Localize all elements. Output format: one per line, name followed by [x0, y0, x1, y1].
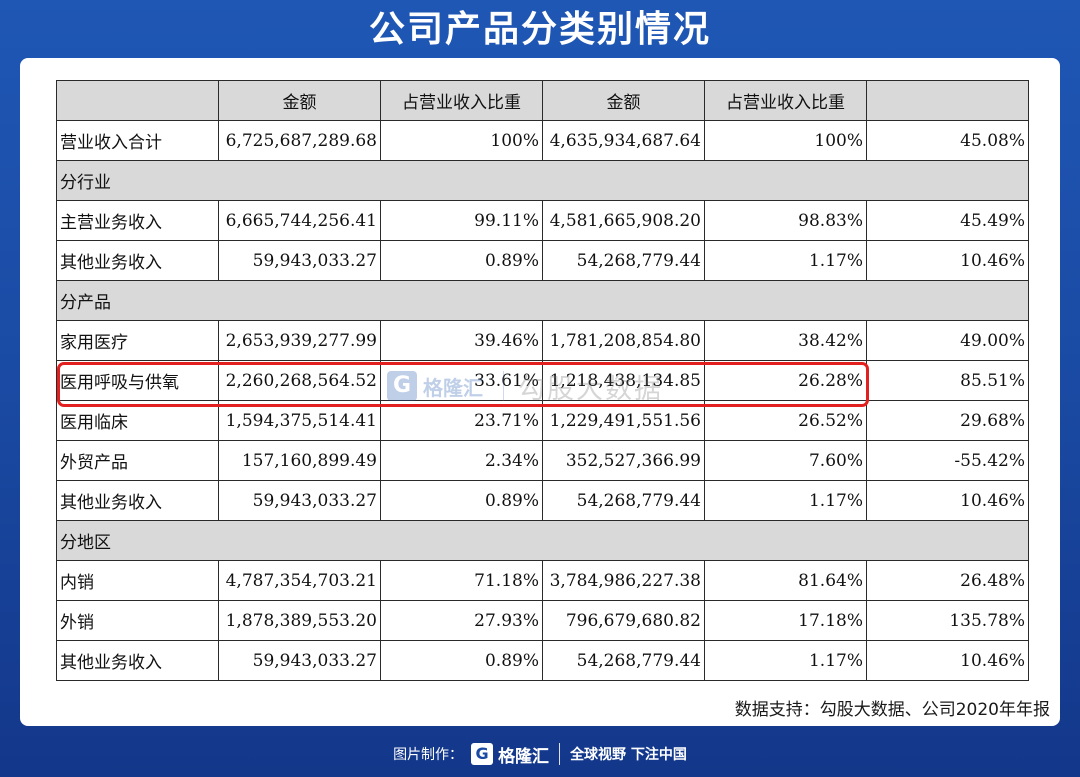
row-label-cell: 其他业务收入 — [56, 480, 219, 521]
value-cell: 100% — [380, 120, 543, 161]
value-cell: -55.42% — [866, 440, 1029, 481]
table-row: 其他业务收入 59,943,033.27 0.89% 54,268,779.44 1.1… — [56, 240, 1029, 281]
value-cell: 6,665,744,256.41 — [218, 200, 381, 241]
table-row: 营业收入合计 6,725,687,289.68 100% 4,635,934,687.… — [56, 120, 1029, 161]
value-cell: 26.28% — [704, 360, 867, 401]
row-label-cell: 其他业务收入 — [56, 240, 219, 281]
header-cell: 占营业收入比重 — [704, 80, 867, 121]
value-cell: 1,781,208,854.80 — [542, 320, 705, 361]
value-cell: 54,268,779.44 — [542, 240, 705, 281]
table-row: 内销 4,787,354,703.21 71.18% 3,784,986,227.38… — [56, 560, 1029, 601]
value-cell: 100% — [704, 120, 867, 161]
table-row-highlighted: 医用呼吸与供氧 2,260,268,564.52 33.61% 1,218,438,1… — [56, 360, 1029, 401]
value-cell: 352,527,366.99 — [542, 440, 705, 481]
value-cell: 59,943,033.27 — [218, 240, 381, 281]
page-title: 公司产品分类别情况 — [368, 9, 711, 50]
value-cell: 39.46% — [380, 320, 543, 361]
value-cell: 6,725,687,289.68 — [218, 120, 381, 161]
footer-prefix: 图片制作： — [393, 747, 464, 763]
header-cell: 金额 — [542, 80, 705, 121]
revenue-table: 金额 占营业收入比重 金额 占营业收入比重 营业收入合计 6,725,687,289.68… — [56, 80, 1029, 681]
footer-slogan: 全球视野 下注中国 — [570, 747, 687, 763]
value-cell: 10.46% — [866, 640, 1029, 681]
footer-logo-name: 格隆汇 — [498, 746, 550, 767]
value-cell: 1.17% — [704, 480, 867, 521]
value-cell: 1,218,438,134.85 — [542, 360, 705, 401]
value-cell: 33.61% — [380, 360, 543, 401]
footer: 图片制作： G 格隆汇 全球视野 下注中国 — [0, 736, 1080, 772]
value-cell: 38.42% — [704, 320, 867, 361]
value-cell: 0.89% — [380, 480, 543, 521]
value-cell: 98.83% — [704, 200, 867, 241]
value-cell: 7.60% — [704, 440, 867, 481]
value-cell: 2,653,939,277.99 — [218, 320, 381, 361]
section-row: 分产品 — [56, 280, 1029, 321]
value-cell: 27.93% — [380, 600, 543, 641]
table-row: 家用医疗 2,653,939,277.99 39.46% 1,781,208,854.… — [56, 320, 1029, 361]
value-cell: 2.34% — [380, 440, 543, 481]
value-cell: 1,878,389,553.20 — [218, 600, 381, 641]
value-cell: 81.64% — [704, 560, 867, 601]
section-label: 分行业 — [56, 160, 1029, 201]
header-cell: 占营业收入比重 — [380, 80, 543, 121]
header-cell: 金额 — [218, 80, 381, 121]
data-source-note: 数据支持：勾股大数据、公司2020年年报 — [734, 700, 1050, 720]
section-row: 分行业 — [56, 160, 1029, 201]
value-cell: 0.89% — [380, 640, 543, 681]
row-label-cell: 内销 — [56, 560, 219, 601]
value-cell: 10.46% — [866, 480, 1029, 521]
value-cell: 4,787,354,703.21 — [218, 560, 381, 601]
value-cell: 54,268,779.44 — [542, 480, 705, 521]
value-cell: 3,784,986,227.38 — [542, 560, 705, 601]
table-row: 主营业务收入 6,665,744,256.41 99.11% 4,581,665,90… — [56, 200, 1029, 241]
highlight-row-frame — [57, 362, 869, 407]
header-cell — [56, 80, 219, 121]
section-row: 分地区 — [56, 520, 1029, 561]
row-label-cell: 其他业务收入 — [56, 640, 219, 681]
value-cell: 59,943,033.27 — [218, 480, 381, 521]
row-label-cell: 主营业务收入 — [56, 200, 219, 241]
value-cell: 1.17% — [704, 640, 867, 681]
value-cell: 0.89% — [380, 240, 543, 281]
value-cell: 49.00% — [866, 320, 1029, 361]
value-cell: 2,260,268,564.52 — [218, 360, 381, 401]
table-row: 外贸产品 157,160,899.49 2.34% 352,527,366.99 7.6… — [56, 440, 1029, 481]
value-cell: 45.49% — [866, 200, 1029, 241]
value-cell: 10.46% — [866, 240, 1029, 281]
section-label: 分地区 — [56, 520, 1029, 561]
footer-divider — [559, 743, 561, 765]
table-row: 外销 1,878,389,553.20 27.93% 796,679,680.82 17… — [56, 600, 1029, 641]
value-cell: 45.08% — [866, 120, 1029, 161]
table-row: 其他业务收入 59,943,033.27 0.89% 54,268,779.44 1.1… — [56, 480, 1029, 521]
row-label-cell: 营业收入合计 — [56, 120, 219, 161]
section-label: 分产品 — [56, 280, 1029, 321]
content-card: 金额 占营业收入比重 金额 占营业收入比重 营业收入合计 6,725,687,289.68… — [20, 58, 1060, 726]
footer-logo-icon: G — [471, 743, 494, 765]
row-label-cell: 外销 — [56, 600, 219, 641]
value-cell: 157,160,899.49 — [218, 440, 381, 481]
value-cell: 99.11% — [380, 200, 543, 241]
table-row: 其他业务收入 59,943,033.27 0.89% 54,268,779.44 1.1… — [56, 640, 1029, 681]
value-cell: 59,943,033.27 — [218, 640, 381, 681]
header-cell — [866, 80, 1029, 121]
value-cell: 85.51% — [866, 360, 1029, 401]
value-cell: 17.18% — [704, 600, 867, 641]
value-cell: 135.78% — [866, 600, 1029, 641]
table-header-row: 金额 占营业收入比重 金额 占营业收入比重 — [56, 80, 1029, 121]
row-label-cell: 外贸产品 — [56, 440, 219, 481]
value-cell: 796,679,680.82 — [542, 600, 705, 641]
value-cell: 1.17% — [704, 240, 867, 281]
value-cell: 4,635,934,687.64 — [542, 120, 705, 161]
row-label-cell: 家用医疗 — [56, 320, 219, 361]
value-cell: 71.18% — [380, 560, 543, 601]
value-cell: 54,268,779.44 — [542, 640, 705, 681]
value-cell: 4,581,665,908.20 — [542, 200, 705, 241]
value-cell: 29.68% — [866, 400, 1029, 441]
value-cell: 26.48% — [866, 560, 1029, 601]
